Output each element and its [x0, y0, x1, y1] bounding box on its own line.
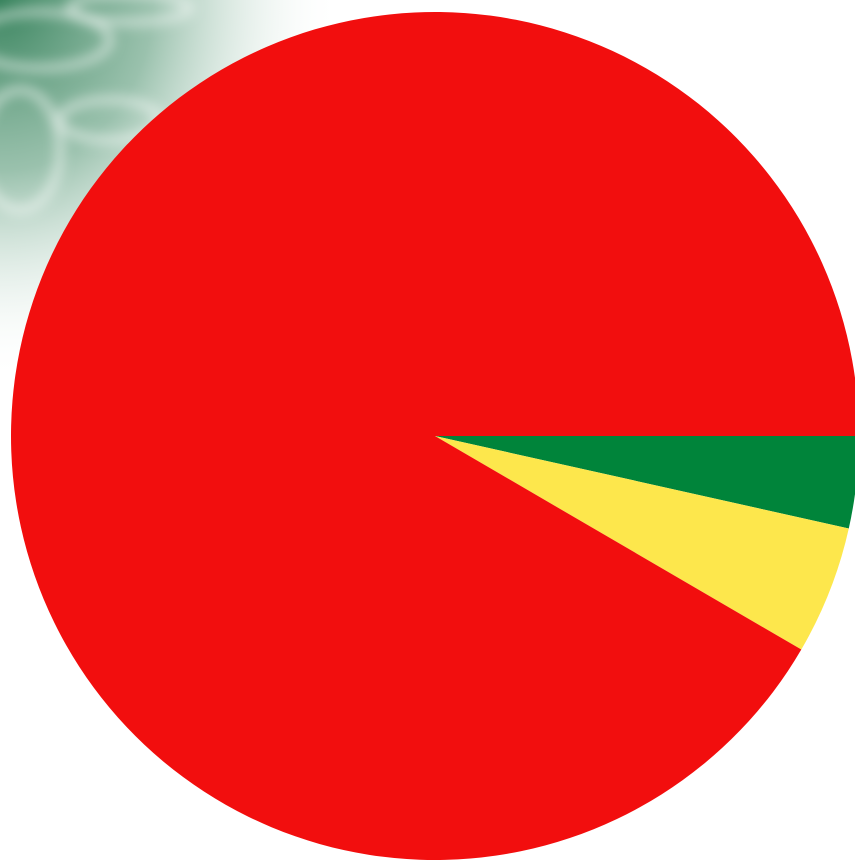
pie-slice-3 [11, 12, 855, 860]
pie-slices [11, 12, 855, 860]
pie-slice-2 [435, 436, 849, 650]
pie-slice-1 [435, 436, 855, 529]
